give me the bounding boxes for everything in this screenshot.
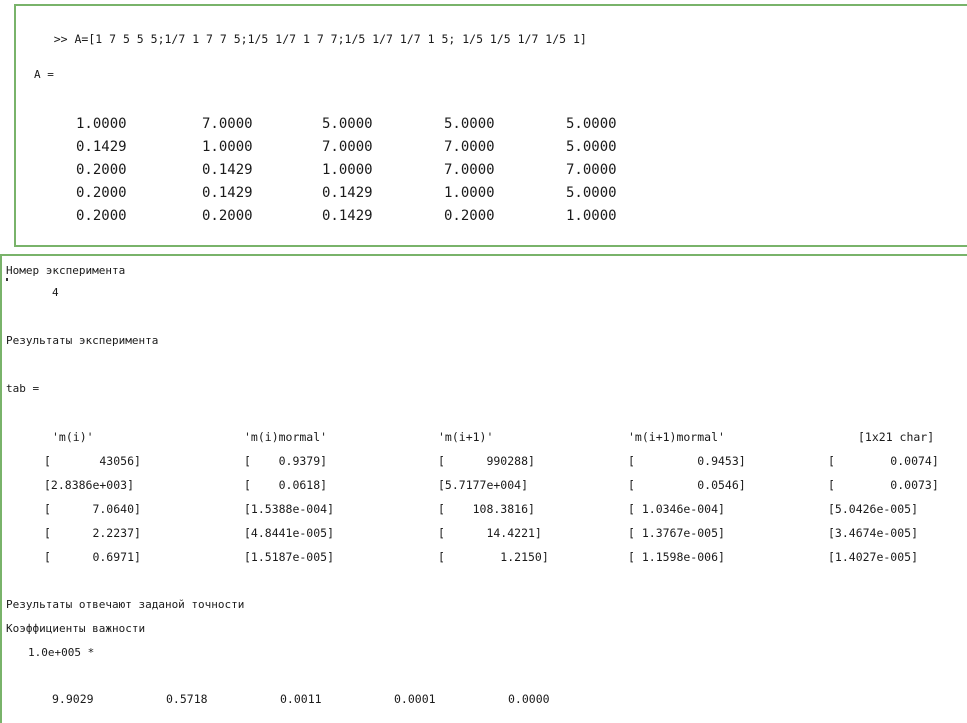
command-window-bottom: Номер эксперимента 4 Результаты эксперим… <box>0 254 967 723</box>
table-cell: [ 1.3767e-005] <box>628 526 725 540</box>
table-cell: [5.7177e+004] <box>438 478 529 492</box>
matrix-cell: 7.0000 <box>322 139 373 155</box>
table-cell: [ 0.9453] <box>628 454 746 468</box>
matrix-cell: 7.0000 <box>202 116 253 132</box>
matrix-cell: 1.0000 <box>322 162 373 178</box>
table-cell: [ 43056] <box>44 454 141 468</box>
matrix-cell: 0.1429 <box>322 208 373 224</box>
matrix-cell: 5.0000 <box>444 116 495 132</box>
table-header: 'm(i)' <box>52 430 94 444</box>
table-cell: [ 990288] <box>438 454 535 468</box>
table-cell: [3.4674e-005] <box>828 526 919 540</box>
table-header: [1x21 char] <box>858 430 935 444</box>
table-cell: [5.0426e-005] <box>828 502 919 516</box>
table-cell: [ 0.0074] <box>828 454 939 468</box>
experiment-results-label: Результаты эксперимента <box>6 334 159 347</box>
command-line[interactable]: >> A=[1 7 5 5 5;1/7 1 7 7 5;1/5 1/7 1 7 … <box>26 18 587 60</box>
table-cell: [ 14.4221] <box>438 526 542 540</box>
matrix-cell: 7.0000 <box>566 162 617 178</box>
matrix-cell: 0.1429 <box>76 139 127 155</box>
matrix-cell: 0.2000 <box>76 185 127 201</box>
experiment-number-value: 4 <box>52 286 59 299</box>
table-cell: [4.8441e-005] <box>244 526 335 540</box>
matrix-cell: 5.0000 <box>566 116 617 132</box>
matrix-cell: 1.0000 <box>202 139 253 155</box>
command-text: A=[1 7 5 5 5;1/7 1 7 7 5;1/5 1/7 1 7 7;1… <box>74 32 587 46</box>
table-cell: [ 0.0618] <box>244 478 328 492</box>
table-cell: [ 1.2150] <box>438 550 549 564</box>
table-cell: [2.8386e+003] <box>44 478 135 492</box>
tab-label: tab = <box>6 382 40 395</box>
matrix-cell: 7.0000 <box>444 139 495 155</box>
coefficient-value: 0.0011 <box>280 692 322 706</box>
matrix-cell: 1.0000 <box>566 208 617 224</box>
table-cell: [ 0.9379] <box>244 454 328 468</box>
table-cell: [ 2.2237] <box>44 526 141 540</box>
matrix-cell: 5.0000 <box>566 139 617 155</box>
table-cell: [ 7.0640] <box>44 502 141 516</box>
table-cell: [1.4027e-005] <box>828 550 919 564</box>
coefficients-label: Коэффициенты важности <box>6 622 146 635</box>
table-cell: [ 1.0346e-004] <box>628 502 725 516</box>
coefficients-scale: 1.0e+005 * <box>28 646 95 659</box>
matrix-cell: 0.2000 <box>76 162 127 178</box>
matrix-cell: 0.2000 <box>76 208 127 224</box>
matrix-cell: 5.0000 <box>566 185 617 201</box>
matrix-cell: 7.0000 <box>444 162 495 178</box>
matrix-cell: 0.1429 <box>322 185 373 201</box>
matrix-cell: 0.2000 <box>444 208 495 224</box>
command-prompt: >> <box>53 32 68 46</box>
table-cell: [ 0.0546] <box>628 478 746 492</box>
matrix-cell: 1.0000 <box>76 116 127 132</box>
coefficient-value: 9.9029 <box>52 692 94 706</box>
table-header: 'm(i)mormal' <box>244 430 328 444</box>
coefficient-value: 0.5718 <box>166 692 208 706</box>
table-cell: [ 0.0073] <box>828 478 939 492</box>
text-cursor <box>6 278 8 281</box>
table-cell: [ 0.6971] <box>44 550 141 564</box>
coefficient-value: 0.0001 <box>394 692 436 706</box>
table-header: 'm(i+1)mormal' <box>628 430 725 444</box>
experiment-number-label: Номер эксперимента <box>6 264 126 277</box>
table-cell: [1.5388e-004] <box>244 502 335 516</box>
matrix-label: A = <box>34 68 54 81</box>
matrix-cell: 0.1429 <box>202 162 253 178</box>
matrix-cell: 1.0000 <box>444 185 495 201</box>
table-cell: [1.5187e-005] <box>244 550 335 564</box>
command-window-top: >> A=[1 7 5 5 5;1/7 1 7 7 5;1/5 1/7 1 7 … <box>14 4 967 247</box>
table-cell: [ 108.3816] <box>438 502 535 516</box>
matrix-cell: 0.2000 <box>202 208 253 224</box>
coefficient-value: 0.0000 <box>508 692 550 706</box>
table-cell: [ 1.1598e-006] <box>628 550 725 564</box>
table-header: 'm(i+1)' <box>438 430 494 444</box>
matrix-cell: 5.0000 <box>322 116 373 132</box>
accuracy-message: Результаты отвечают заданой точности <box>6 598 245 611</box>
matrix-cell: 0.1429 <box>202 185 253 201</box>
